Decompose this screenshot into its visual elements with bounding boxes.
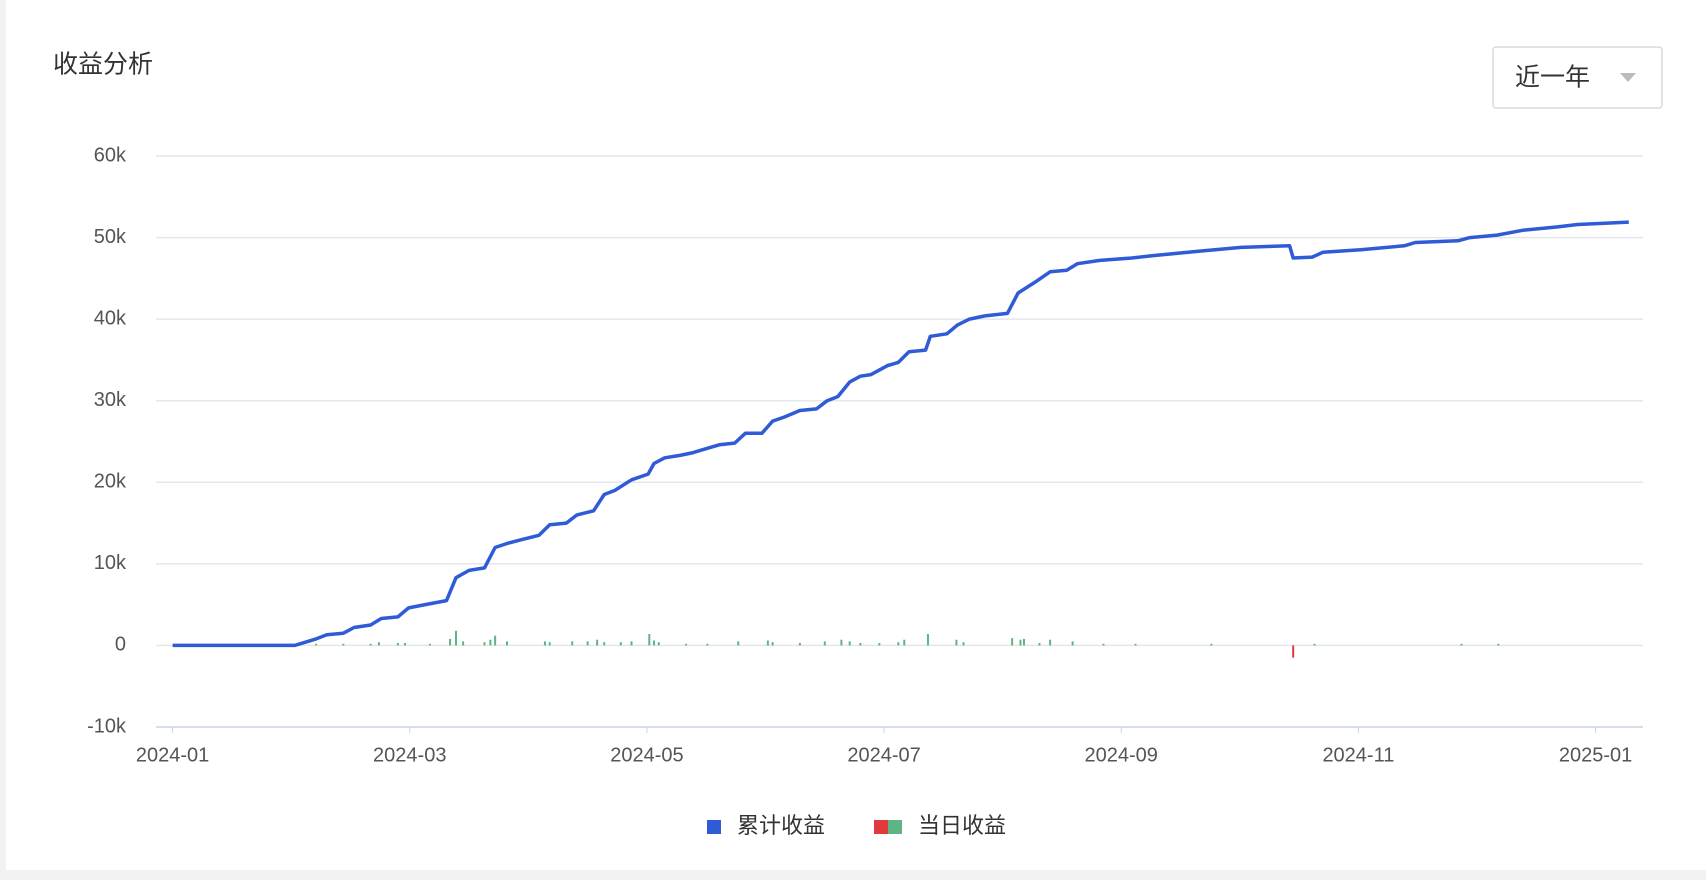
daily-bar — [449, 638, 452, 646]
daily-bar — [1292, 645, 1295, 658]
daily-bar — [766, 640, 769, 646]
daily-bar — [483, 642, 486, 646]
daily-bar — [848, 641, 851, 646]
y-tick-label: 50k — [94, 226, 127, 248]
chart-title: 收益分析 — [53, 51, 153, 79]
daily-bar — [1460, 643, 1463, 646]
dropdown-arrow[interactable] — [1620, 73, 1636, 82]
legend-item: 累计收益 — [707, 813, 825, 838]
daily-bar — [1210, 643, 1213, 646]
daily-bar — [571, 641, 574, 646]
daily-bar — [706, 643, 709, 646]
daily-bar — [1038, 642, 1041, 646]
daily-bar — [685, 643, 688, 646]
x-tick-label: 2024-01 — [136, 744, 209, 766]
daily-bar — [1049, 639, 1052, 646]
y-tick-label: 40k — [94, 307, 127, 329]
legend-swatch — [707, 820, 721, 834]
legend-swatch — [888, 820, 902, 834]
daily-bar — [1019, 639, 1022, 646]
daily-bar — [823, 641, 826, 646]
daily-bar — [737, 641, 740, 646]
range-dropdown[interactable]: 近一年 — [1492, 46, 1663, 109]
chart: 收益分析 近一年 -10k 0 10k 20k 30k 40k 50k 60k 2024-01 2… — [53, 46, 1663, 838]
daily-bar — [1102, 643, 1105, 646]
daily-bar — [586, 641, 589, 646]
daily-bar — [494, 635, 497, 646]
daily-bar — [462, 641, 465, 646]
daily-bar — [1011, 638, 1014, 646]
x-tick-label: 2024-03 — [373, 744, 446, 766]
daily-bar — [404, 642, 407, 646]
daily-bar — [657, 642, 660, 646]
legend-label: 累计收益 — [737, 813, 825, 838]
daily-bar — [543, 641, 546, 646]
x-tick-label: 2024-05 — [610, 744, 683, 766]
x-tick-label: 2025-01 — [1559, 744, 1632, 766]
daily-bar — [878, 642, 881, 646]
daily-bar — [1071, 641, 1074, 646]
card: 收益分析 近一年 -10k 0 10k 20k 30k 40k 50k 60k 2024-01 2… — [6, 0, 1706, 870]
dropdown-box[interactable] — [1492, 46, 1663, 109]
daily-bar — [505, 641, 508, 646]
daily-bar — [603, 642, 606, 646]
daily-bar — [926, 634, 929, 646]
legend-swatch — [874, 820, 888, 834]
daily-bar — [1313, 643, 1316, 646]
daily-bar — [489, 639, 492, 646]
daily-bar — [1134, 643, 1137, 646]
daily-bar — [903, 639, 906, 646]
y-tick-label: 30k — [94, 389, 127, 411]
daily-bar — [798, 642, 801, 646]
y-tick-label: -10k — [87, 715, 127, 737]
daily-bar — [342, 643, 345, 646]
x-tick-label: 2024-09 — [1085, 744, 1158, 766]
daily-bar — [1023, 638, 1026, 646]
daily-bar — [771, 642, 774, 646]
daily-bar — [596, 639, 599, 646]
daily-bar — [619, 642, 622, 646]
daily-bar — [897, 642, 900, 646]
daily-bar — [455, 630, 458, 646]
y-tick-label: 0 — [115, 634, 126, 656]
x-tick-label: 2024-07 — [847, 744, 920, 766]
y-tick-label: 60k — [94, 144, 127, 166]
y-tick-label: 20k — [94, 471, 127, 493]
x-tick-label: 2024-11 — [1322, 744, 1394, 766]
y-tick-label: 10k — [94, 552, 127, 574]
cumulative-line — [172, 220, 1629, 648]
daily-bar — [648, 634, 651, 646]
legend-label: 当日收益 — [918, 813, 1006, 838]
dropdown-label[interactable]: 近一年 — [1515, 64, 1590, 92]
daily-bar — [630, 641, 633, 646]
daily-bar — [548, 642, 551, 646]
daily-bar — [377, 642, 380, 646]
daily-bar — [962, 642, 965, 646]
daily-bar — [428, 643, 431, 646]
daily-bar — [369, 643, 372, 646]
daily-bar — [840, 639, 843, 646]
daily-bar — [315, 643, 318, 646]
daily-bar — [955, 639, 958, 646]
legend-item: 当日收益 — [874, 813, 1006, 838]
daily-bar — [396, 642, 399, 646]
daily-bar — [859, 642, 862, 646]
daily-bar — [1497, 643, 1500, 646]
daily-bar — [653, 640, 656, 646]
